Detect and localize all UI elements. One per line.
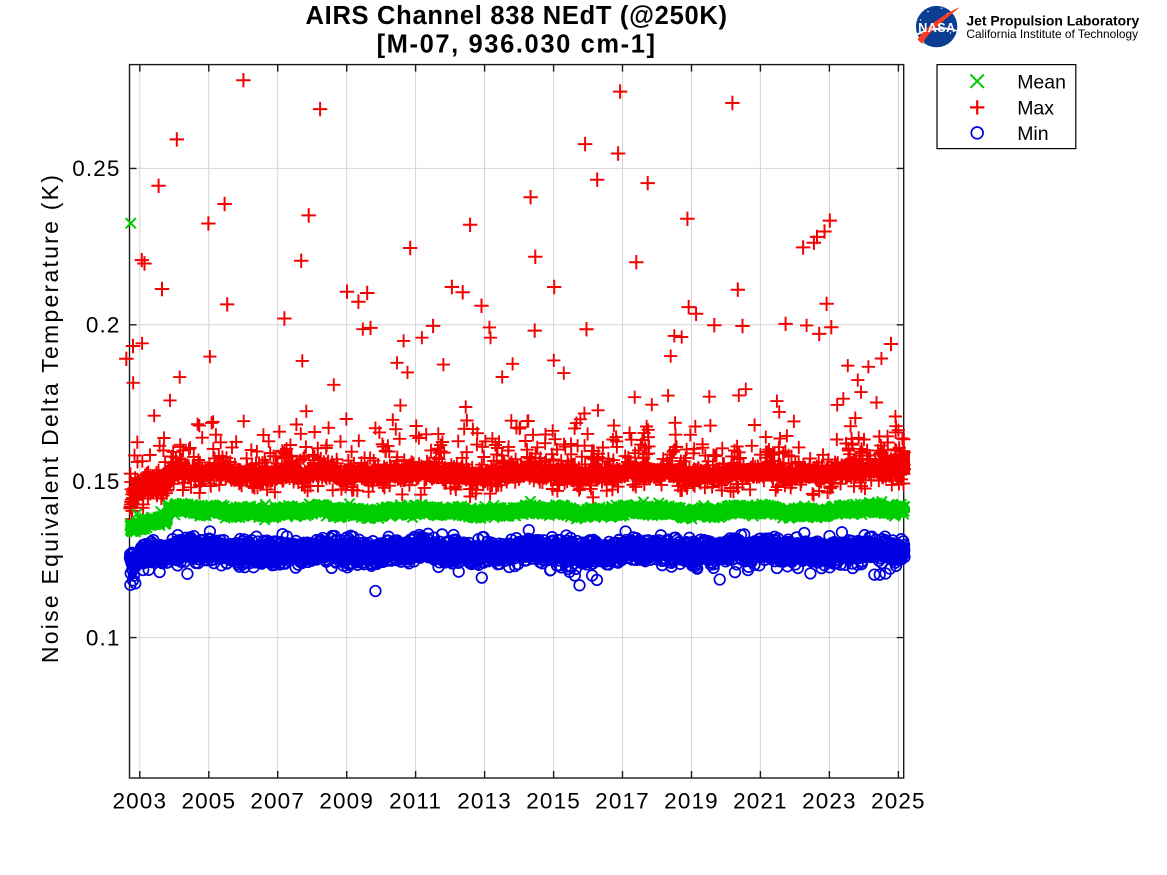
svg-text:Noise Equivalent Delta Tempera: Noise Equivalent Delta Temperature (K) — [37, 173, 63, 663]
svg-text:2003: 2003 — [112, 789, 167, 814]
svg-text:2009: 2009 — [319, 789, 374, 814]
svg-text:2013: 2013 — [457, 789, 512, 814]
svg-text:Mean: Mean — [1017, 71, 1066, 93]
svg-text:2011: 2011 — [389, 789, 442, 814]
svg-text:0.25: 0.25 — [72, 156, 120, 181]
svg-text:0.15: 0.15 — [72, 469, 120, 494]
svg-text:0.1: 0.1 — [86, 625, 121, 650]
svg-text:AIRS Channel 838 NEdT (@250K): AIRS Channel 838 NEdT (@250K) — [306, 2, 728, 30]
svg-text:Min: Min — [1017, 123, 1048, 145]
svg-text:2015: 2015 — [526, 789, 581, 814]
svg-text:Max: Max — [1017, 98, 1054, 120]
svg-text:2007: 2007 — [250, 789, 305, 814]
svg-text:NASA: NASA — [918, 21, 955, 35]
svg-text:2019: 2019 — [664, 789, 719, 814]
svg-text:2017: 2017 — [595, 789, 650, 814]
svg-text:0.2: 0.2 — [86, 313, 121, 338]
svg-text:Jet Propulsion Laboratory: Jet Propulsion Laboratory — [966, 13, 1139, 29]
svg-text:[M-07, 936.030 cm-1]: [M-07, 936.030 cm-1] — [377, 30, 657, 58]
svg-text:2021: 2021 — [733, 789, 788, 814]
svg-text:2025: 2025 — [871, 789, 926, 814]
svg-text:California Institute of Techno: California Institute of Technology — [966, 27, 1138, 41]
svg-text:2005: 2005 — [181, 789, 236, 814]
svg-text:2023: 2023 — [802, 789, 857, 814]
